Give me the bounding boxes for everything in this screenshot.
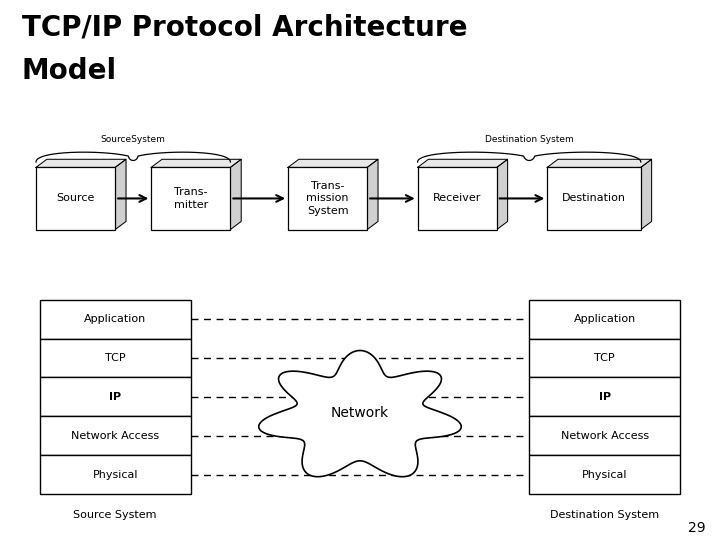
Text: Application: Application <box>84 314 146 324</box>
Text: TCP: TCP <box>595 353 615 363</box>
Bar <box>547 167 641 230</box>
Text: Physical: Physical <box>582 470 628 480</box>
Bar <box>529 300 680 339</box>
Text: SourceSystem: SourceSystem <box>101 134 166 144</box>
Text: Network Access: Network Access <box>561 431 649 441</box>
Bar <box>40 416 191 455</box>
Text: TCP/IP Protocol Architecture: TCP/IP Protocol Architecture <box>22 14 467 42</box>
Bar <box>40 455 191 494</box>
Text: Destination System: Destination System <box>550 510 660 521</box>
Text: Network Access: Network Access <box>71 431 159 441</box>
Text: Model: Model <box>22 57 117 85</box>
Bar <box>529 455 680 494</box>
Text: IP: IP <box>599 392 611 402</box>
Text: Physical: Physical <box>92 470 138 480</box>
Bar <box>288 167 367 230</box>
Bar <box>529 416 680 455</box>
Polygon shape <box>151 159 241 167</box>
Text: TCP: TCP <box>105 353 125 363</box>
Bar <box>36 167 115 230</box>
Bar <box>529 339 680 377</box>
Text: Receiver: Receiver <box>433 193 482 204</box>
Polygon shape <box>115 159 126 230</box>
PathPatch shape <box>258 350 462 477</box>
Text: Trans-
mission
System: Trans- mission System <box>306 181 349 216</box>
Polygon shape <box>641 159 652 230</box>
Text: Application: Application <box>574 314 636 324</box>
Text: Source: Source <box>56 193 95 204</box>
Polygon shape <box>418 159 508 167</box>
Polygon shape <box>36 159 126 167</box>
Bar <box>529 377 680 416</box>
Text: Destination System: Destination System <box>485 134 574 144</box>
Polygon shape <box>230 159 241 230</box>
Text: Source System: Source System <box>73 510 157 521</box>
Text: Trans-
mitter: Trans- mitter <box>174 187 208 210</box>
Bar <box>418 167 497 230</box>
Polygon shape <box>288 159 378 167</box>
Bar <box>40 300 191 339</box>
Bar <box>40 377 191 416</box>
Polygon shape <box>547 159 652 167</box>
Text: IP: IP <box>109 392 121 402</box>
Polygon shape <box>367 159 378 230</box>
Bar <box>40 339 191 377</box>
Text: Destination: Destination <box>562 193 626 204</box>
Text: Network: Network <box>331 406 389 420</box>
Text: 29: 29 <box>688 521 706 535</box>
Bar <box>151 167 230 230</box>
Polygon shape <box>497 159 508 230</box>
